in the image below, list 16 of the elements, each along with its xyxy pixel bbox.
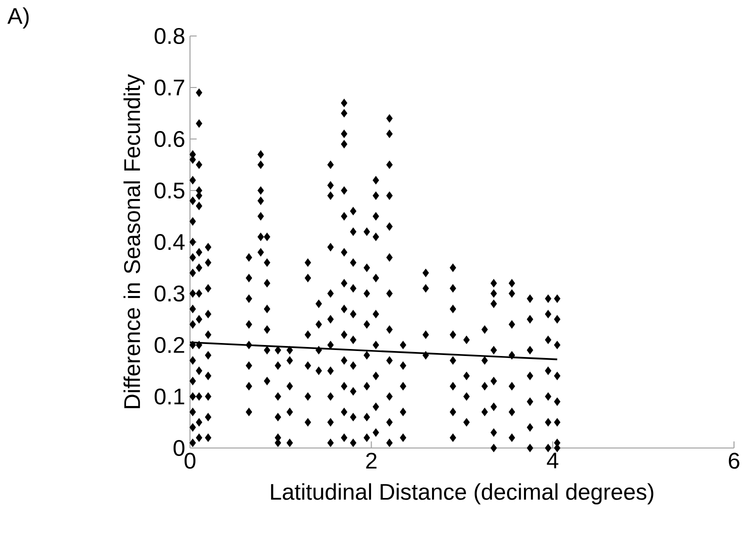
y-tick-label: 0.6	[154, 130, 184, 148]
y-axis-title: Difference in Seasonal Fecundity	[124, 74, 145, 408]
y-tick-label: 0.7	[154, 79, 184, 96]
x-axis-title: Latitudinal Distance (decimal degrees)	[271, 483, 654, 504]
x-tick-label: 4	[546, 452, 558, 468]
x-tick-label: 2	[366, 452, 376, 469]
x-tick-label: 0	[184, 452, 196, 469]
y-tick-label: 0.1	[154, 388, 184, 405]
y-tick-label: 0.5	[154, 182, 184, 199]
y-tick-label: 0.8	[154, 28, 184, 44]
y-tick-label: 0.3	[154, 285, 184, 302]
text: A)	[7, 7, 29, 28]
y-tick-label: 0	[174, 440, 184, 456]
y-tick-label: 0.2	[154, 336, 184, 354]
x-tick-label: 6	[728, 452, 740, 469]
y-tick-label: 0.4	[154, 234, 185, 250]
